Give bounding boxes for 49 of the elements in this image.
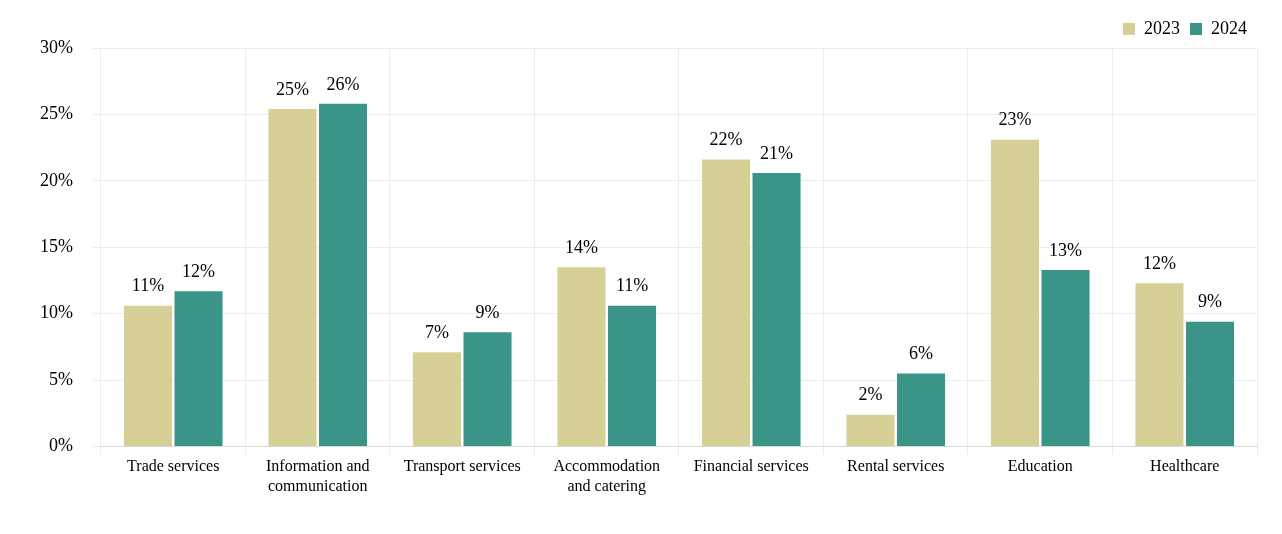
legend-label: 2024 <box>1211 17 1247 38</box>
x-tick-label: Trade services <box>127 457 220 475</box>
data-label: 12% <box>1142 252 1176 273</box>
data-label: 25% <box>275 78 309 99</box>
data-label: 11% <box>615 275 649 296</box>
x-tick-label: Information and communication <box>265 457 370 494</box>
data-label: 11% <box>131 275 165 296</box>
bar <box>1135 283 1184 447</box>
data-label: 26% <box>326 73 360 94</box>
data-label: 14% <box>564 236 598 257</box>
data-label: 21% <box>760 142 794 163</box>
x-tick-label: Education <box>1007 457 1073 475</box>
y-tick-label: 5% <box>48 368 73 389</box>
bar <box>463 332 512 447</box>
y-tick-label: 10% <box>39 302 73 323</box>
x-tick-label: Healthcare <box>1150 457 1220 475</box>
bar <box>846 414 895 447</box>
data-label: 6% <box>909 343 934 364</box>
data-label: 22% <box>709 129 743 150</box>
data-label: 9% <box>1198 291 1223 312</box>
bar <box>174 291 223 447</box>
y-tick-label: 0% <box>48 435 73 456</box>
bar <box>990 139 1039 447</box>
bar <box>897 373 946 447</box>
data-label: 2% <box>858 384 883 405</box>
bar <box>1186 321 1235 447</box>
bar <box>412 352 461 447</box>
data-label: 9% <box>475 302 500 323</box>
x-tick-label: Transport services <box>403 457 521 476</box>
bar <box>608 305 657 447</box>
y-tick-label: 15% <box>39 236 73 257</box>
x-tick-label: Financial services <box>693 457 809 475</box>
y-tick-label: 20% <box>39 169 73 190</box>
bar <box>319 103 368 447</box>
bar <box>268 109 317 447</box>
data-label: 12% <box>182 260 216 281</box>
x-tick-label: Rental services <box>847 457 945 475</box>
data-label: 13% <box>1049 239 1083 260</box>
y-tick-label: 25% <box>39 103 73 124</box>
legend-label: 2023 <box>1144 17 1180 38</box>
bar <box>701 159 750 447</box>
y-tick-label: 30% <box>39 36 73 57</box>
bar <box>752 172 801 447</box>
bar <box>557 267 606 447</box>
bar <box>1041 269 1090 447</box>
bar <box>123 305 172 447</box>
data-label: 7% <box>424 322 449 342</box>
data-label: 23% <box>998 109 1032 130</box>
x-tick-label: Accommodation and catering <box>553 457 661 495</box>
